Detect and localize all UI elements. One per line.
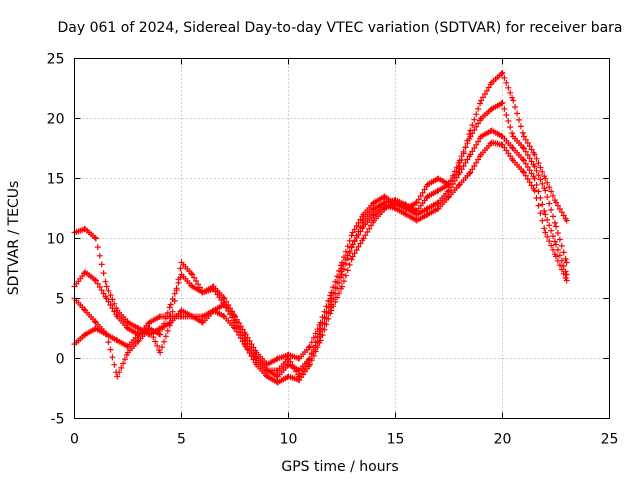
- y-tick-labels: -5 0 5 10 15 20 25: [47, 52, 65, 428]
- series-C: [71, 127, 570, 386]
- x-tick-label: 15: [387, 432, 405, 448]
- x-axis-label: GPS time / hours: [281, 459, 398, 475]
- x-tick-label: 5: [177, 432, 186, 448]
- grid-lines: [74, 58, 610, 419]
- y-tick-label: 5: [56, 292, 65, 308]
- y-tick-label: 20: [47, 112, 65, 128]
- chart-title: Day 061 of 2024, Sidereal Day-to-day VTE…: [57, 20, 622, 36]
- axis-ticks: [74, 58, 610, 419]
- series-C-markers: [71, 127, 570, 386]
- x-tick-label: 25: [601, 432, 619, 448]
- y-axis-label: SDTVAR / TECUs: [6, 181, 22, 296]
- x-tick-labels: 0 5 10 15 20 25: [70, 432, 618, 448]
- y-tick-label: 25: [47, 52, 65, 68]
- y-tick-label: 10: [47, 232, 65, 248]
- y-tick-label: 0: [56, 352, 65, 368]
- data-series: [71, 69, 570, 386]
- x-tick-label: 20: [494, 432, 512, 448]
- x-tick-label: 0: [70, 432, 79, 448]
- y-tick-label: 15: [47, 172, 65, 188]
- y-tick-label: -5: [51, 412, 65, 428]
- x-tick-label: 10: [280, 432, 298, 448]
